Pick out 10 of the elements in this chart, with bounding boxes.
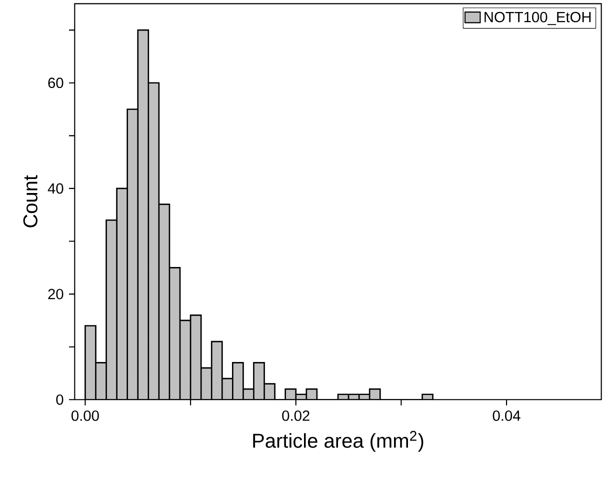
legend-label: NOTT100_EtOH [484, 12, 591, 26]
x-axis-title: Particle area (mm$^{2}$) [253, 430, 424, 452]
y-tick-label: 60 [48, 78, 64, 88]
x-tick-label: 0.00 [72, 410, 99, 421]
y-axis-title: Count [23, 175, 38, 228]
x-tick-label: 0.02 [282, 410, 310, 421]
y-tick-label: 0 [56, 394, 64, 405]
x-tick-label: 0.04 [492, 410, 520, 421]
y-tick-label: 20 [48, 288, 64, 300]
y-tick-label: 40 [48, 183, 64, 194]
